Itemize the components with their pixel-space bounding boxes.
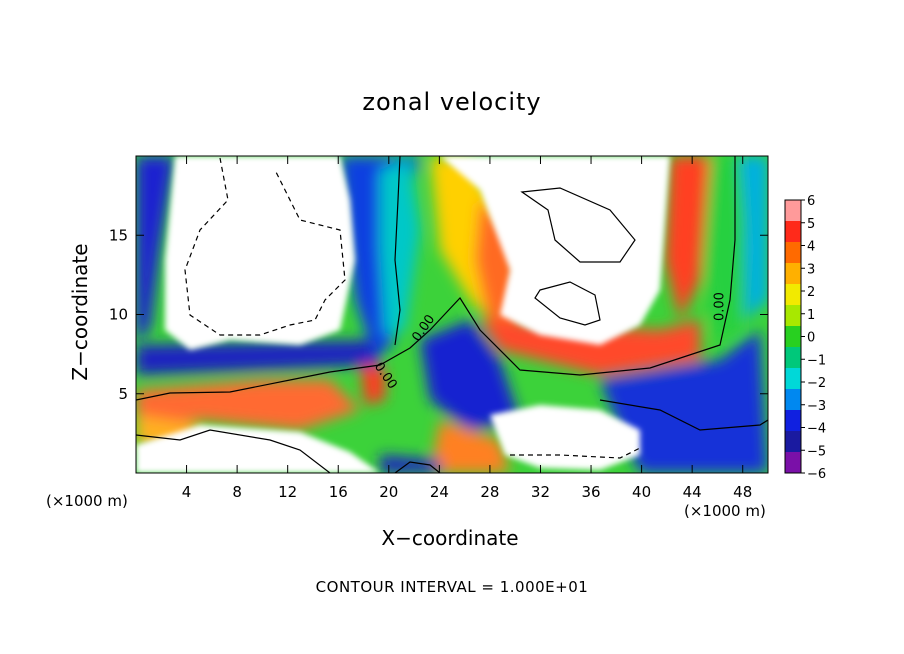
colorbar-swatch	[785, 347, 801, 368]
colorbar-label: −6	[807, 467, 826, 482]
x-axis-ticks: 4 8 12 16 20 24 28 32 36 40 44 48	[182, 156, 752, 501]
colorbar-label: 2	[807, 285, 815, 300]
colorbar-swatch	[785, 200, 801, 221]
colorbar-label: −1	[807, 353, 826, 368]
velocity-field	[136, 156, 768, 473]
colorbar-label: −2	[807, 376, 826, 391]
x-tick-label: 16	[329, 483, 348, 501]
colorbar: 6 5 4 3 2 1 0 −1 −2 −3 −4 −5 −6	[784, 194, 826, 482]
colorbar-swatch	[785, 389, 801, 410]
colorbar-label: 0	[807, 331, 815, 346]
colorbar-swatch	[785, 452, 801, 473]
y-axis-ticks: 5 10 15	[109, 226, 768, 403]
colorbar-label: 1	[807, 308, 815, 323]
colorbar-label: 5	[807, 217, 815, 232]
colorbar-swatch	[785, 410, 801, 431]
x-tick-label: 12	[278, 483, 297, 501]
colorbar-swatch	[785, 305, 801, 326]
colorbar-swatch	[785, 263, 801, 284]
colorbar-label: 3	[807, 262, 815, 277]
contour-lines	[136, 156, 768, 473]
colorbar-label: −5	[807, 444, 826, 459]
chart-title: zonal velocity	[362, 88, 542, 116]
colorbar-swatch	[785, 368, 801, 389]
contour-label: 0.00	[713, 292, 728, 321]
colorbar-swatch	[785, 431, 801, 452]
colorbar-label: −3	[807, 399, 826, 414]
x-unit-label-left: (×1000 m)	[46, 492, 128, 510]
x-tick-label: 44	[683, 483, 702, 501]
colorbar-swatch	[785, 284, 801, 305]
y-tick-label: 5	[118, 385, 128, 403]
x-tick-label: 24	[430, 483, 449, 501]
x-tick-label: 20	[379, 483, 398, 501]
colorbar-label: 6	[807, 194, 815, 209]
x-unit-label-right: (×1000 m)	[684, 502, 766, 520]
x-axis-label: X−coordinate	[381, 526, 519, 550]
x-tick-label: 4	[182, 483, 192, 501]
x-tick-label: 36	[581, 483, 600, 501]
colorbar-label: 4	[807, 240, 815, 255]
colorbar-label: −4	[807, 422, 826, 437]
x-tick-label: 32	[531, 483, 550, 501]
x-tick-label: 48	[733, 483, 752, 501]
x-tick-label: 8	[232, 483, 242, 501]
x-tick-label: 40	[632, 483, 651, 501]
x-tick-label: 28	[480, 483, 499, 501]
colorbar-swatch	[785, 326, 801, 347]
contour-interval-note: CONTOUR INTERVAL = 1.000E+01	[315, 578, 589, 596]
y-tick-label: 15	[109, 226, 128, 244]
y-tick-label: 10	[109, 306, 128, 324]
colorbar-swatch	[785, 242, 801, 263]
colorbar-swatch	[785, 221, 801, 242]
